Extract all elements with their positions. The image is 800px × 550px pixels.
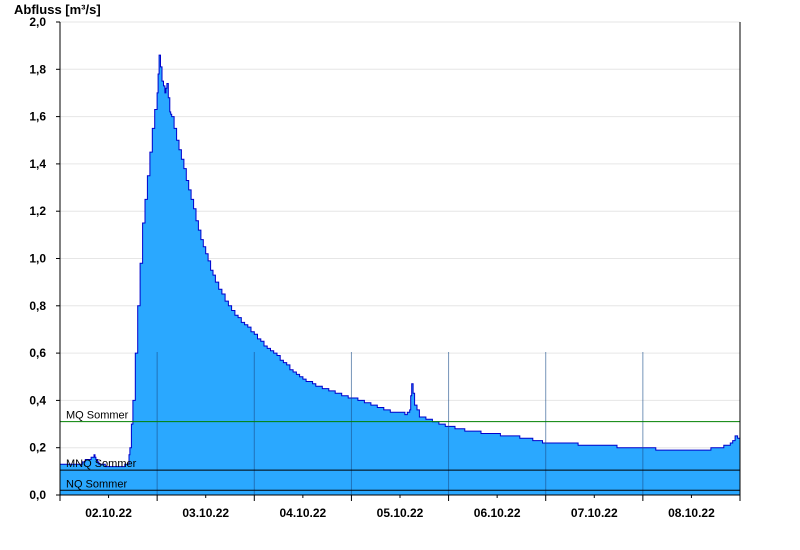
x-tick-label: 06.10.22 bbox=[474, 506, 521, 520]
x-tick-label: 05.10.22 bbox=[377, 506, 424, 520]
y-axis-title: Abfluss [m³/s] bbox=[14, 2, 101, 17]
discharge-area bbox=[59, 54, 741, 496]
y-tick-label: 0,4 bbox=[29, 393, 46, 407]
x-tick-label: 08.10.22 bbox=[668, 506, 715, 520]
x-tick-label: 04.10.22 bbox=[279, 506, 326, 520]
reference-line-label: MNQ Sommer bbox=[66, 458, 137, 470]
x-ticks: 02.10.22 03.10.22 04.10.22 05.10.22 06.10.22… bbox=[59, 495, 741, 520]
y-tick-label: 1,4 bbox=[29, 157, 46, 171]
y-tick-label: 2,0 bbox=[29, 15, 46, 29]
reference-line-label: NQ Sommer bbox=[66, 478, 127, 490]
y-tick-label: 1,2 bbox=[29, 204, 46, 218]
reference-line-label: MQ Sommer bbox=[66, 410, 129, 422]
x-tick-label: 03.10.22 bbox=[182, 506, 229, 520]
x-tick-label: 07.10.22 bbox=[571, 506, 618, 520]
y-tick-label: 0,0 bbox=[29, 488, 46, 502]
y-tick-label: 1,8 bbox=[29, 62, 46, 76]
series-area bbox=[59, 54, 741, 496]
y-tick-label: 0,2 bbox=[29, 441, 46, 455]
reference-lines: MQ Sommer MNQ Sommer NQ Sommer bbox=[60, 410, 740, 491]
y-tick-label: 1,0 bbox=[29, 252, 46, 266]
x-tick-label: 02.10.22 bbox=[85, 506, 132, 520]
y-ticks: 0,0 0,2 0,4 0,6 0,8 1,0 1,2 1,4 1,6 1,8 2,0 bbox=[29, 15, 60, 502]
y-tick-label: 1,6 bbox=[29, 110, 46, 124]
y-tick-label: 0,8 bbox=[29, 299, 46, 313]
y-tick-label: 0,6 bbox=[29, 346, 46, 360]
